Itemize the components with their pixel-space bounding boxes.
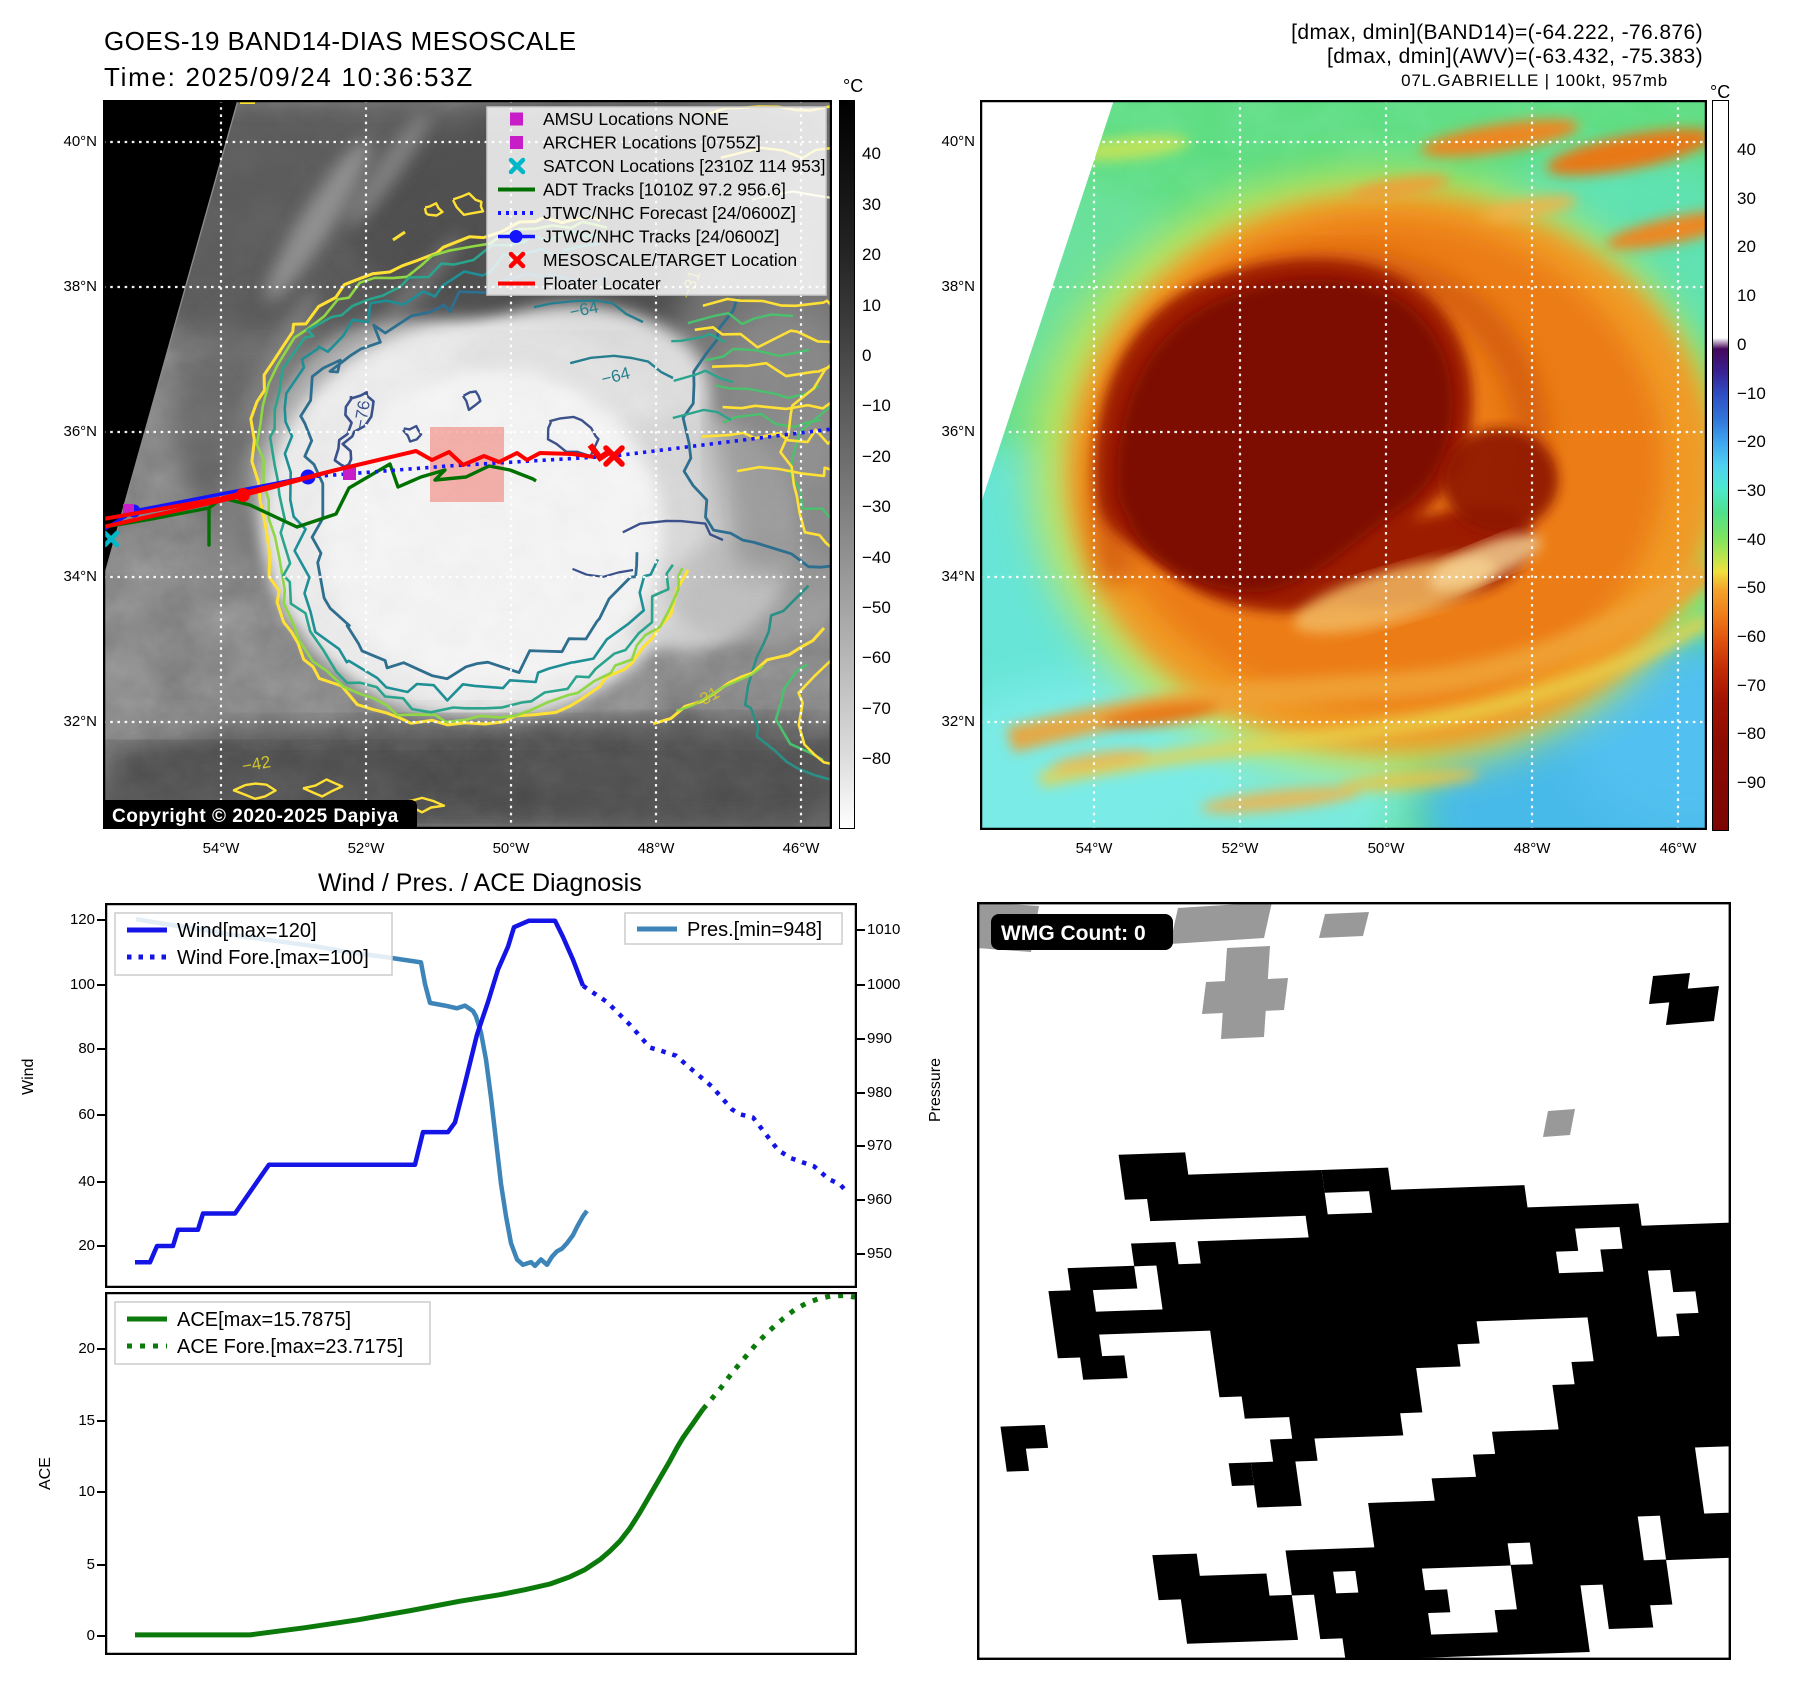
svg-text:Floater Locater: Floater Locater [543, 274, 661, 294]
svg-text:−42: −42 [240, 752, 272, 776]
svg-text:JTWC/NHC Tracks [24/0600Z]: JTWC/NHC Tracks [24/0600Z] [543, 227, 779, 247]
svg-text:ACE Fore.[max=23.7175]: ACE Fore.[max=23.7175] [177, 1336, 403, 1358]
svg-text:ADT Tracks [1010Z 97.2 956.6]: ADT Tracks [1010Z 97.2 956.6] [543, 180, 786, 200]
svg-text:ACE[max=15.7875]: ACE[max=15.7875] [177, 1309, 351, 1331]
svg-text:JTWC/NHC Forecast [24/0600Z]: JTWC/NHC Forecast [24/0600Z] [543, 203, 796, 223]
svg-text:ARCHER Locations [0755Z]: ARCHER Locations [0755Z] [543, 133, 761, 153]
svg-text:Pres.[min=948]: Pres.[min=948] [687, 919, 822, 941]
svg-text:Wind[max=120]: Wind[max=120] [177, 920, 317, 942]
svg-text:AMSU Locations NONE: AMSU Locations NONE [543, 109, 729, 129]
svg-text:Copyright © 2020-2025 Dapiya: Copyright © 2020-2025 Dapiya [112, 806, 399, 827]
svg-text:−76: −76 [350, 399, 374, 431]
svg-text:WMG Count: 0: WMG Count: 0 [1001, 922, 1146, 945]
svg-text:MESOSCALE/TARGET Location: MESOSCALE/TARGET Location [543, 250, 797, 270]
svg-text:Wind Fore.[max=100]: Wind Fore.[max=100] [177, 947, 369, 969]
svg-text:SATCON Locations [2310Z 114 95: SATCON Locations [2310Z 114 953] [543, 156, 825, 176]
